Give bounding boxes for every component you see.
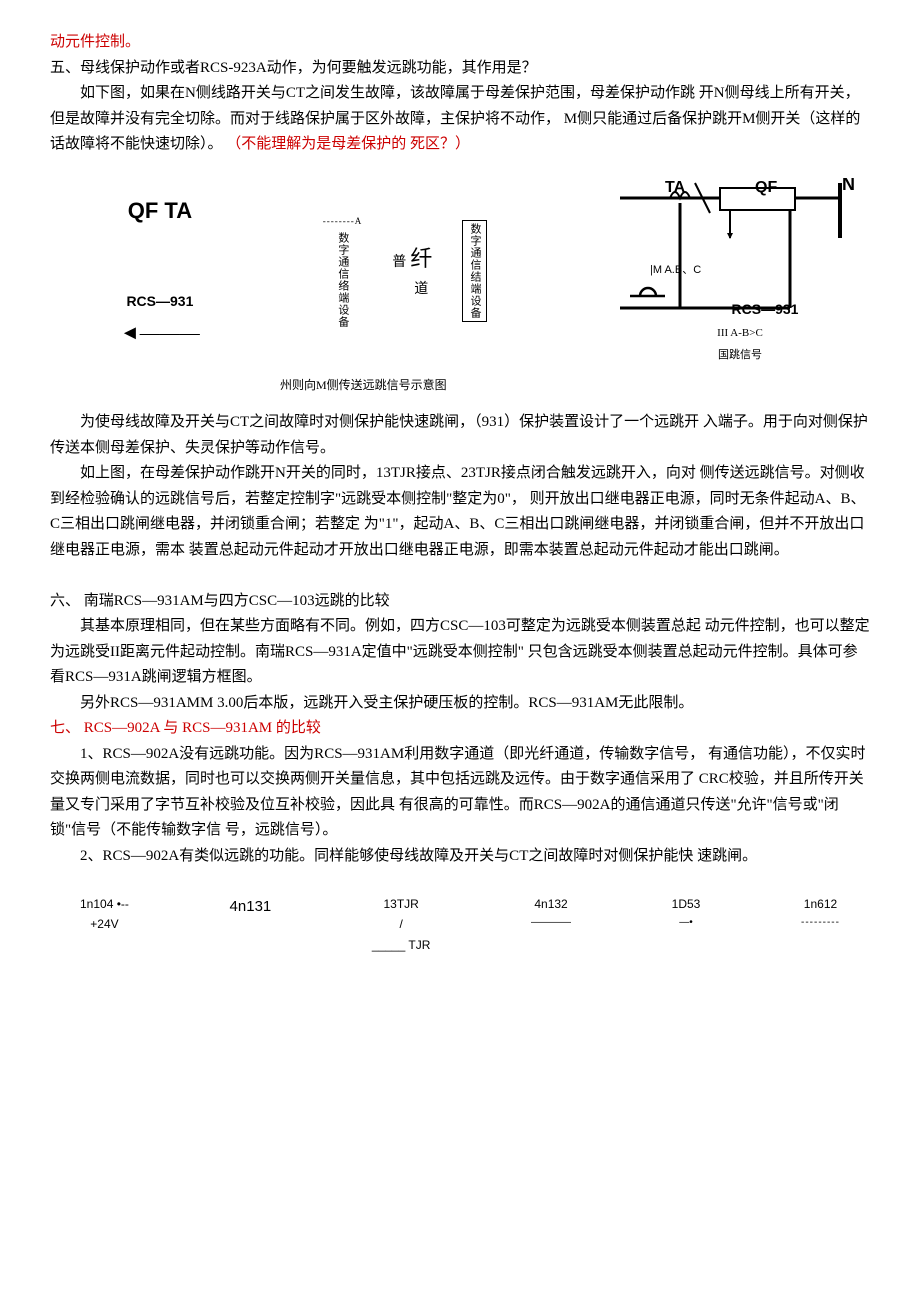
diagram-right: N TA QF |M A.B、C RCS—931 III A-B>C 国跳信号: [610, 178, 870, 365]
section-6-title: 六、 南瑞RCS—931AM与四方CSC—103远跳的比较: [50, 589, 870, 615]
bottom-col-1: 1n104 •-- +24V: [80, 894, 129, 955]
b6a: 1n612: [801, 894, 840, 914]
diagram-middle: --------A 数字通信络端设备 普 纤 道 数字通信结端设备: [323, 214, 487, 327]
bottom-col-5: 1D53 —•: [672, 894, 701, 955]
section-6-para-2: 另外RCS—931AMM 3.00后本版，远跳开入受主保护硬压板的控制。RCS—…: [50, 691, 870, 717]
vtext-2: 数字通信结端设备: [465, 223, 484, 319]
rcs-left-label: RCS—931: [126, 290, 193, 314]
vtext-1: 数字通信络端设备: [333, 232, 352, 328]
svg-text:QF: QF: [755, 179, 777, 196]
fiber-main-bot: 道: [414, 278, 428, 302]
fiber-main-top: 纤: [410, 240, 432, 277]
dash-a: --------A: [323, 214, 362, 229]
section-7-para-2: 2、RCS—902A有类似远跳的功能。同样能够使母线故障及开关与CT之间故障时对…: [50, 844, 870, 870]
rcs-right-label: RCS—931: [732, 298, 799, 322]
b4a: 4n132: [531, 894, 571, 914]
arrow-left-icon: ◄———: [120, 316, 200, 350]
b1b: +24V: [80, 914, 129, 934]
section-5-para-2: 为使母线故障及开关与CT之间故障时对侧保护能快速跳闸，（931）保护装置设计了一…: [50, 410, 870, 461]
fiber-channel: 普 纤 道: [392, 240, 432, 301]
svg-text:|M A.B、C: |M A.B、C: [650, 264, 701, 276]
fiber-pre: 普: [392, 251, 406, 275]
b5b: —•: [672, 914, 701, 931]
diagram-sub2: 国跳信号: [718, 346, 762, 365]
red-annotation: （不能理解为是母差保护的 死区？）: [226, 136, 470, 152]
svg-text:TA: TA: [665, 179, 686, 196]
b6b: ---------: [801, 914, 840, 931]
svg-text:N: N: [842, 178, 855, 194]
diagram-container: QF TA RCS—931 ◄——— --------A 数字通信络端设备 普 …: [50, 178, 870, 365]
b3b: /: [372, 914, 430, 934]
digital-comm-2: 数字通信结端设备: [462, 220, 487, 322]
section-5-title: 五、母线保护动作或者RCS-923A动作，为何要触发远跳功能，其作用是？: [50, 56, 870, 82]
b4b: ————: [531, 914, 571, 931]
section-7-para-1: 1、RCS—902A没有远跳功能。因为RCS—931AM利用数字通道（即光纤通道…: [50, 742, 870, 844]
b5a: 1D53: [672, 894, 701, 914]
bottom-col-2: 4n131: [230, 894, 272, 955]
b2: 4n131: [230, 894, 272, 920]
b3a: 13TJR: [372, 894, 430, 914]
section-6-para-1: 其基本原理相同，但在某些方面略有不同。例如，四方CSC—103可整定为远跳受本侧…: [50, 614, 870, 691]
diagram-left: QF TA RCS—931 ◄———: [120, 192, 200, 349]
bottom-col-4: 4n132 ————: [531, 894, 571, 955]
diagram-sub1: III A-B>C: [717, 324, 763, 343]
section-5-para-1: 如下图，如果在N侧线路开关与CT之间发生故障，该故障属于母差保护范围，母差保护动…: [50, 81, 870, 158]
bottom-col-3: 13TJR / _____ TJR: [372, 894, 430, 955]
fragment-line: 动元件控制。: [50, 30, 870, 56]
b1a: 1n104 •--: [80, 894, 129, 914]
bottom-col-6: 1n612 ---------: [801, 894, 840, 955]
section-7-title: 七、 RCS—902A 与 RCS—931AM 的比较: [50, 716, 870, 742]
section-5-para-3: 如上图，在母差保护动作跳开N开关的同时，13TJR接点、23TJR接点闭合触发远…: [50, 461, 870, 563]
qf-ta-left-label: QF TA: [128, 192, 192, 229]
digital-comm-1: 数字通信络端设备: [333, 232, 352, 328]
diagram-caption: 州则向M侧传送远跳信号示意图: [280, 375, 870, 395]
bottom-schematic-row: 1n104 •-- +24V 4n131 13TJR / _____ TJR 4…: [50, 894, 870, 955]
red-text: 动元件控制。: [50, 34, 140, 50]
b3c: _____ TJR: [372, 935, 430, 955]
